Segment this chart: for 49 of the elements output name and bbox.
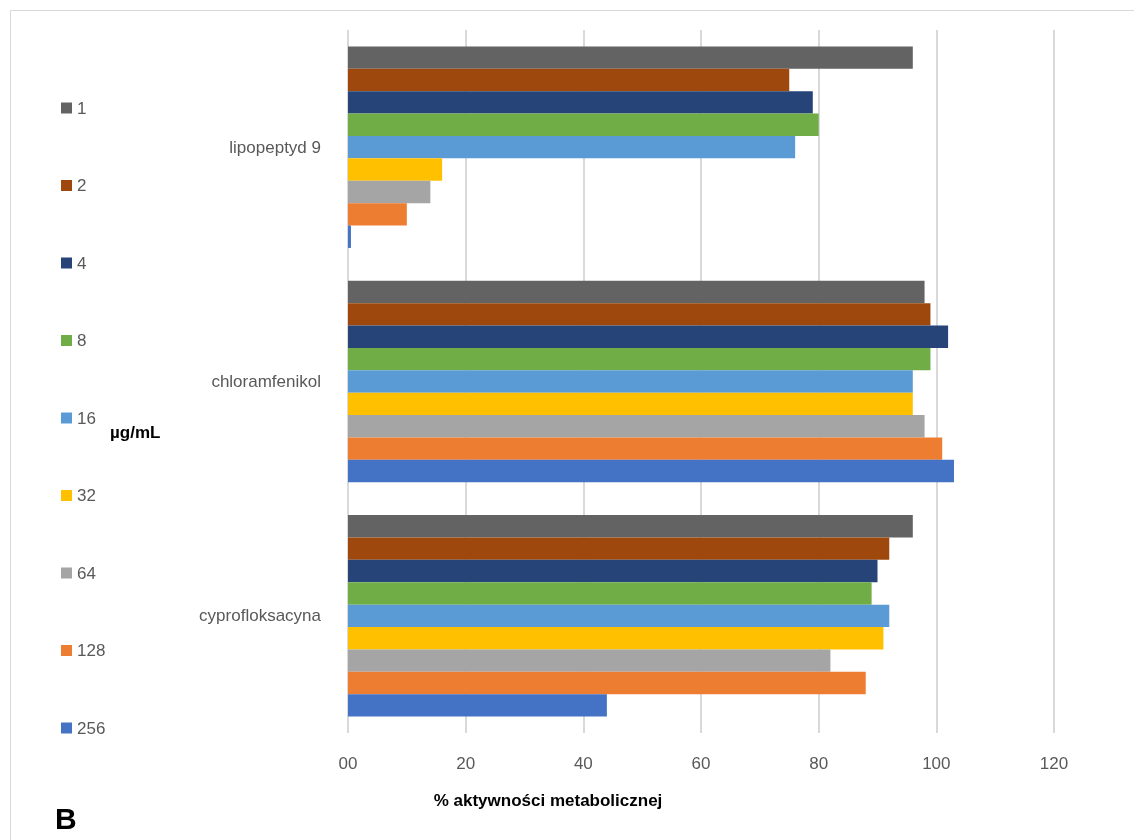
- legend-label: 32: [77, 486, 96, 505]
- bar: [348, 582, 872, 605]
- bar: [348, 91, 813, 114]
- bar: [348, 671, 866, 695]
- legend-label: 8: [77, 331, 87, 350]
- legend-label: 64: [77, 563, 96, 583]
- legend-label: 1: [77, 98, 87, 118]
- bar: [348, 325, 949, 348]
- bar: [348, 437, 943, 460]
- bar: [348, 515, 913, 538]
- bar: [348, 158, 443, 181]
- bar: [348, 370, 913, 393]
- bar: [348, 649, 831, 672]
- legend-label: 2: [77, 176, 87, 195]
- bar: [348, 280, 925, 304]
- bar: [348, 113, 819, 136]
- text: B: [55, 801, 77, 835]
- y-tick-label: lipopeptyd 9: [229, 137, 321, 157]
- bar: [348, 627, 884, 650]
- legend-label: 256: [77, 718, 106, 738]
- x-tick-label: 40: [573, 754, 593, 773]
- x-tick-label: 60: [691, 754, 711, 773]
- bar: [348, 604, 890, 628]
- x-tick-label: 20: [456, 754, 476, 773]
- bar: [348, 303, 931, 326]
- x-tick-label: 100: [922, 754, 951, 773]
- bar: [348, 203, 407, 226]
- bar: [348, 392, 913, 416]
- x-tick-label: 00: [338, 754, 358, 773]
- x-tick-label: 120: [1039, 754, 1069, 773]
- legend-label: 16: [77, 408, 96, 428]
- bar: [348, 559, 878, 583]
- bar: [348, 347, 931, 371]
- y-tick-label: chloramfenikol: [211, 372, 321, 391]
- bar: [348, 225, 351, 248]
- bar: [348, 180, 431, 204]
- bar: [348, 537, 890, 560]
- bar: [348, 694, 607, 717]
- x-tick-label: 80: [809, 754, 829, 773]
- bar: [348, 415, 925, 438]
- bar: [348, 459, 954, 483]
- bar: [348, 135, 796, 159]
- legend-label: 128: [77, 641, 106, 660]
- bar: [348, 68, 790, 92]
- legend-title: µg/mL: [110, 423, 161, 442]
- legend-label: 4: [77, 253, 87, 273]
- x-axis-title: % aktywności metabolicznej: [433, 790, 663, 810]
- bar: [348, 46, 913, 69]
- y-tick-label: cyprofloksacyna: [199, 606, 322, 626]
